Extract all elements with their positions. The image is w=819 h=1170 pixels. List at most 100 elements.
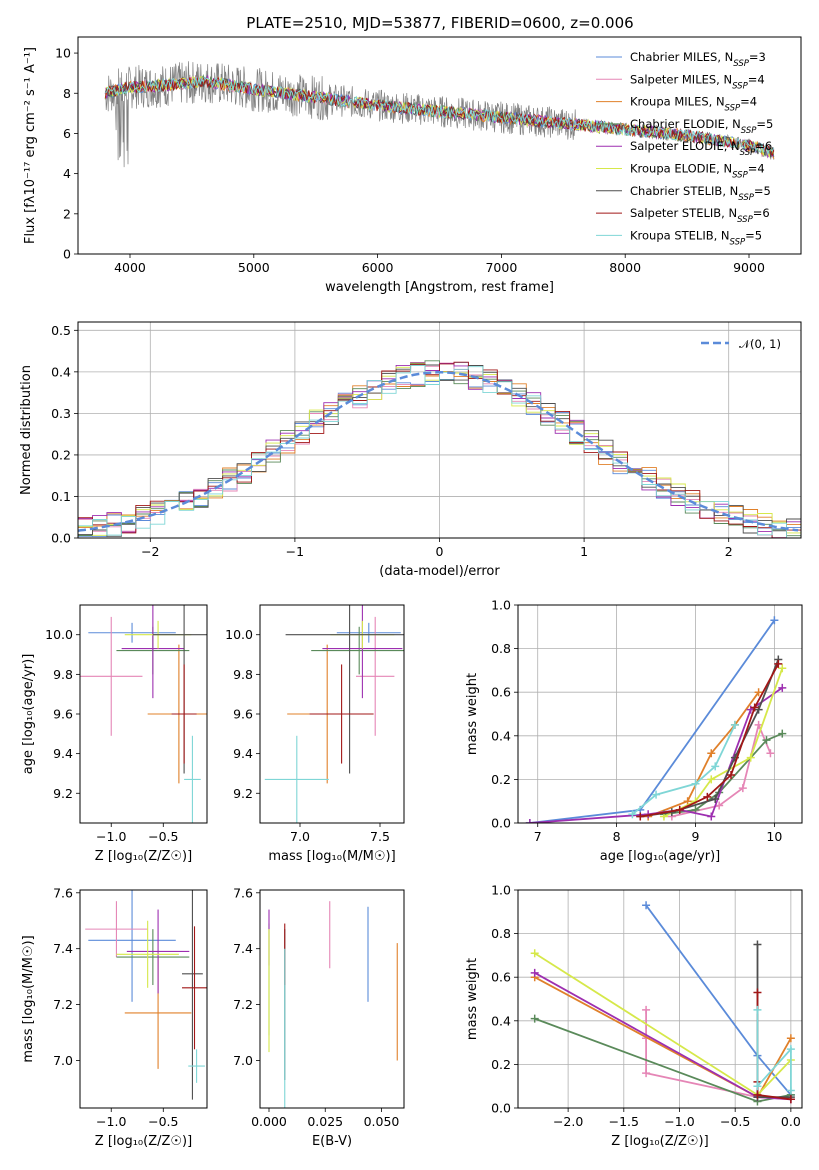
mass-weight-vs-age-xtick-label-2: 9 (692, 829, 700, 844)
mass-weight-vs-Z-xtick-label-1: −1.5 (609, 1114, 639, 1129)
spectrum-ylabel: Flux [fλ10⁻¹⁷ erg cm⁻² s⁻¹ A⁻¹] (23, 47, 38, 244)
mass-weight-vs-Z-xtick-label-4: 0.0 (781, 1114, 801, 1129)
mass-weight-vs-Z-marker-3-3 (786, 1034, 795, 1043)
spectrum-ytick-label-1: 2 (63, 206, 71, 221)
mass-vs-EBV-chart: 0.000 0.025 0.050 7.0 7.2 7.4 7.6 E(B-V) (233, 885, 405, 1149)
age-vs-Z-ytick-label-4: 10.0 (45, 627, 73, 642)
mass-weight-vs-age-marker-6-5 (778, 664, 787, 673)
residuals-ytick-label-1: 0.1 (51, 489, 71, 504)
spectrum-xtick-label-3: 7000 (485, 260, 517, 275)
age-vs-Z-xtick-label-1: −0.5 (148, 829, 178, 844)
age-vs-mass-xtick-label-0: 7.0 (290, 829, 310, 844)
residuals-xlabel: (data-model)/error (379, 564, 500, 579)
age-vs-Z-plot-area (80, 605, 207, 823)
mass-vs-Z-xlabel: Z [log₁₀(Z/Z☉)] (95, 1134, 192, 1149)
mass-weight-vs-age-marker-9-5 (730, 720, 739, 729)
age-vs-mass-ytick-label-1: 9.4 (233, 746, 253, 761)
mass-weight-vs-age-ylabel: mass weight (465, 673, 480, 755)
age-vs-Z-xtick-label-0: −1.0 (96, 829, 126, 844)
spectrum-ytick-label-3: 6 (63, 126, 71, 141)
age-vs-Z-ytick-label-3: 9.8 (53, 667, 73, 682)
age-vs-Z-ytick-label-2: 9.6 (53, 707, 73, 722)
age-vs-mass-xtick-label-1: 7.5 (370, 829, 390, 844)
residuals-xtick-label-1: −1 (286, 544, 304, 559)
mass-weight-vs-age-chart: 7 8 9 10 0.0 0.2 0.4 0.6 0.8 1.0 age [log₁₀(age/yr… (465, 598, 803, 864)
mass-weight-vs-age-marker-8-1 (636, 812, 645, 821)
mass-vs-EBV-xtick-label-1: 0.025 (307, 1114, 343, 1129)
mass-weight-vs-Z-marker-8-3 (753, 1090, 762, 1099)
mass-weight-vs-age-marker-9-4 (711, 762, 720, 771)
mass-weight-vs-Z-xtick-label-3: −0.5 (720, 1114, 750, 1129)
residuals-ytick-label-5: 0.5 (51, 323, 71, 338)
age-vs-mass-ytick-label-3: 9.8 (233, 667, 253, 682)
mass-weight-vs-Z-xlabel: Z [log₁₀(Z/Z☉)] (611, 1134, 708, 1149)
mass-weight-vs-Z-marker-8-4 (786, 1095, 795, 1104)
mass-vs-EBV-xtick-label-2: 0.050 (364, 1114, 400, 1129)
mass-weight-vs-age-marker-4-5 (778, 729, 787, 738)
mass-vs-Z-xtick-label-0: −1.0 (96, 1114, 126, 1129)
spectrum-xlabel: wavelength [Angstrom, rest frame] (325, 280, 554, 295)
mass-weight-vs-Z-ytick-label-3: 0.6 (491, 970, 511, 985)
residuals-xtick-label-4: 2 (725, 544, 733, 559)
mass-weight-vs-age-marker-5-6 (778, 683, 787, 692)
mass-weight-vs-Z-marker-7-1 (753, 940, 762, 949)
spectrum-xtick-label-0: 4000 (114, 260, 146, 275)
mass-vs-EBV-frame (259, 889, 405, 1109)
residuals-ytick-label-4: 0.4 (51, 364, 71, 379)
mass-weight-vs-age-marker-3-3 (707, 749, 716, 758)
mass-weight-vs-age-marker-2-4 (754, 720, 763, 729)
mass-weight-vs-age-xlabel: age [log₁₀(age/yr)] (600, 849, 721, 864)
mass-weight-vs-Z-ytick-label-5: 1.0 (491, 883, 511, 898)
mass-weight-vs-age-ytick-label-2: 0.4 (491, 728, 511, 743)
mass-weight-vs-age-marker-4-4 (762, 736, 771, 745)
age-vs-mass-xlabel: mass [log₁₀(M/M☉)] (268, 849, 395, 864)
mass-weight-vs-Z-ylabel: mass weight (465, 958, 480, 1040)
mass-weight-vs-Z-marker-9-2 (753, 1082, 762, 1091)
spectrum-ytick-label-2: 4 (63, 166, 71, 181)
mass-weight-vs-age-marker-1-3 (770, 616, 779, 625)
residual-hist-9 (78, 365, 801, 538)
age-vs-Z-xlabel: Z [log₁₀(Z/Z☉)] (95, 849, 192, 864)
mass-weight-vs-age-ytick-label-1: 0.2 (491, 772, 511, 787)
mass-weight-vs-age-marker-9-3 (691, 779, 700, 788)
mass-weight-vs-age-marker-8-5 (750, 703, 759, 712)
mass-vs-EBV-xtick-label-0: 0.000 (251, 1114, 287, 1129)
residuals-ytick-label-0: 0.0 (51, 531, 71, 546)
age-vs-Z-ytick-label-0: 9.2 (53, 786, 73, 801)
residuals-xtick-label-0: −2 (141, 544, 159, 559)
age-vs-Z-ytick-label-1: 9.4 (53, 746, 73, 761)
mass-weight-vs-age-ytick-label-4: 0.8 (491, 641, 511, 656)
mass-weight-vs-age-marker-3-2 (683, 797, 692, 806)
residuals-ylabel: Normed distribution (19, 365, 34, 495)
mass-weight-vs-Z-marker-2-3 (642, 1069, 651, 1078)
mass-weight-vs-age-ytick-label-3: 0.6 (491, 685, 511, 700)
mass-weight-vs-age-marker-8-3 (703, 792, 712, 801)
mass-weight-vs-age-marker-2-2 (715, 801, 724, 810)
normal-reference-curve (78, 371, 799, 532)
mass-weight-vs-Z-xtick-label-2: −1.0 (664, 1114, 694, 1129)
mass-vs-EBV-ytick-label-0: 7.0 (233, 1053, 253, 1068)
model-spectrum-6 (104, 76, 775, 159)
mass-weight-vs-Z-series-9 (756, 1009, 792, 1091)
mass-weight-vs-Z-plot-area (530, 901, 795, 1106)
age-vs-mass-ytick-label-2: 9.6 (233, 707, 253, 722)
mass-weight-vs-age-marker-7-3 (711, 795, 720, 804)
mass-weight-vs-Z-marker-5-1 (530, 968, 539, 977)
mass-vs-EBV-ytick-label-3: 7.6 (233, 885, 253, 900)
mass-weight-vs-age-ytick-label-5: 1.0 (491, 598, 511, 613)
mass-weight-vs-Z-marker-6-1 (530, 949, 539, 958)
spectrum-ytick-label-4: 8 (63, 86, 71, 101)
mass-weight-vs-Z-marker-8-1 (753, 988, 762, 997)
mass-vs-Z-ylabel: mass [log₁₀(M/M☉)] (21, 935, 36, 1062)
mass-vs-Z-ytick-label-0: 7.0 (53, 1053, 73, 1068)
mass-weight-vs-age-marker-5-1 (525, 819, 534, 823)
mass-weight-vs-Z-marker-9-1 (753, 1005, 762, 1014)
mass-weight-vs-age-marker-8-4 (727, 771, 735, 780)
mass-weight-vs-Z-marker-9-4 (786, 1086, 795, 1095)
mass-weight-vs-age-ytick-label-0: 0.0 (491, 816, 511, 831)
mass-weight-vs-age-marker-8-6 (774, 659, 783, 668)
mass-weight-vs-Z-marker-2-1 (642, 1005, 651, 1014)
mass-weight-vs-age-marker-3-5 (754, 688, 763, 697)
mass-vs-Z-ytick-label-2: 7.4 (53, 941, 73, 956)
mass-weight-vs-age-marker-6-4 (746, 753, 755, 762)
